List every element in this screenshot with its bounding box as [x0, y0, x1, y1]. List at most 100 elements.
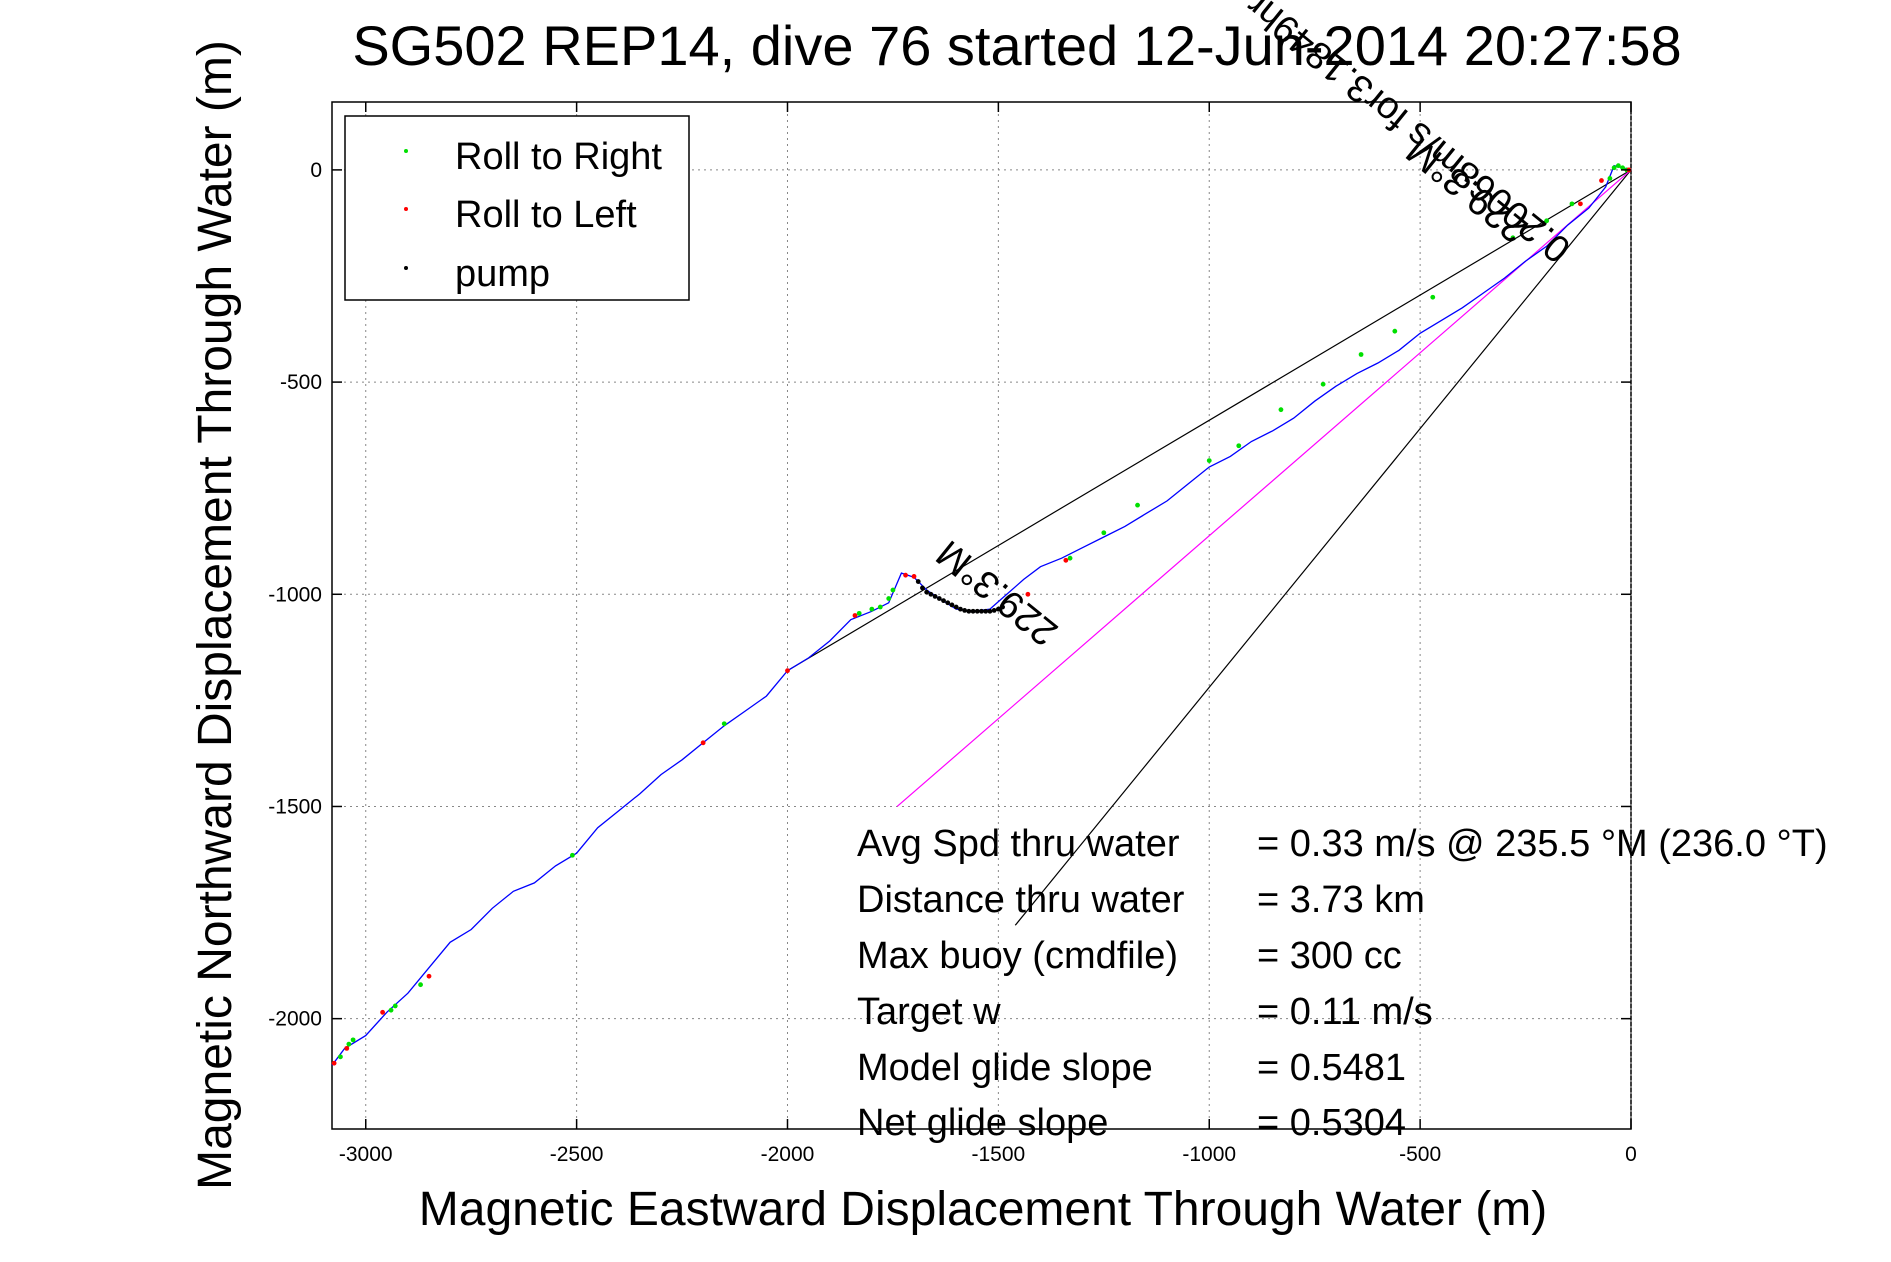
- reference-line: [787, 169, 1632, 672]
- roll-right-point: [418, 982, 423, 988]
- chart-title: SG502 REP14, dive 76 started 12-Jun-2014…: [352, 14, 1681, 77]
- pump-point: [966, 608, 972, 614]
- pump-point: [995, 606, 1001, 612]
- roll-right-point: [1607, 175, 1613, 181]
- x-axis-ticks: -3000 -2500 -2000 -1500 -1000 -500 0: [339, 102, 1637, 1166]
- legend-marker-roll-right: [404, 149, 408, 153]
- heading-line: [896, 169, 1632, 807]
- roll-right-point: [338, 1054, 343, 1060]
- x-tick-label: -2000: [761, 1143, 815, 1166]
- stat-value-model-glide: = 0.5481: [1257, 1047, 1406, 1089]
- pump-point: [974, 608, 980, 614]
- pump-point: [1000, 604, 1005, 610]
- roll-right-point: [877, 604, 883, 610]
- stat-label-net-glide: Net glide slope: [857, 1102, 1108, 1144]
- pump-point: [970, 608, 976, 614]
- roll-right-point: [1206, 458, 1212, 464]
- pump-point: [945, 600, 951, 606]
- roll-right-point: [1101, 530, 1107, 536]
- stat-value-net-glide: = 0.5304: [1257, 1102, 1406, 1144]
- roll-left-point: [903, 572, 908, 578]
- roll-right-point: [1510, 235, 1516, 241]
- roll-left-point: [852, 613, 858, 618]
- roll-right-point: [869, 606, 875, 612]
- legend-label-roll-left: Roll to Left: [455, 194, 637, 236]
- stat-label-target-w: Target w: [857, 991, 1001, 1033]
- roll-left-point: [1025, 591, 1031, 597]
- roll-left-point: [1063, 557, 1069, 563]
- stat-label-model-glide: Model glide slope: [857, 1047, 1153, 1089]
- x-tick-label: 0: [1625, 1143, 1637, 1166]
- roll-right-point: [890, 587, 896, 593]
- stat-value-avg-speed: = 0.33 m/s @ 235.5 °M (236.0 °T): [1257, 823, 1828, 865]
- pump-point: [932, 594, 938, 599]
- roll-right-point: [1278, 407, 1284, 413]
- pump-point: [979, 608, 984, 614]
- roll-right-point: [721, 721, 727, 727]
- roll-right-point: [1320, 381, 1326, 387]
- roll-right-point: [392, 1003, 398, 1009]
- reference-line: [1014, 169, 1632, 926]
- legend-marker-pump: [404, 266, 408, 270]
- pump-point: [928, 591, 934, 597]
- roll-left-point: [785, 668, 790, 674]
- roll-right-point: [1544, 218, 1550, 224]
- y-axis-label: Magnetic Northward Displacement Through …: [189, 40, 242, 1190]
- legend-label-roll-right: Roll to Right: [455, 136, 662, 178]
- x-axis-label: Magnetic Eastward Displacement Through W…: [419, 1183, 1547, 1236]
- stat-label-distance: Distance thru water: [857, 879, 1185, 921]
- legend-box: [344, 115, 690, 301]
- x-tick-label: -1500: [972, 1143, 1026, 1166]
- roll-right-point: [1620, 165, 1625, 171]
- x-tick-label: -2500: [550, 1143, 604, 1166]
- pump-point: [991, 608, 997, 613]
- stat-value-max-buoy: = 300 cc: [1257, 935, 1402, 977]
- pump-point: [958, 606, 963, 612]
- roll-right-point: [1067, 555, 1073, 561]
- y-tick-label: -2000: [268, 1008, 322, 1031]
- pump-point: [915, 579, 921, 584]
- roll-right-point: [1236, 443, 1242, 449]
- heading-line-segment: [896, 169, 1632, 807]
- roll-left-point: [1599, 178, 1604, 183]
- legend-marker-roll-left: [404, 207, 408, 211]
- roll-right-point: [1430, 294, 1436, 300]
- y-tick-label: -1500: [268, 795, 322, 818]
- stat-label-max-buoy: Max buoy (cmdfile): [857, 935, 1178, 977]
- roll-left-point: [1577, 201, 1583, 207]
- roll-right-point: [350, 1037, 356, 1043]
- legend-label-pump: pump: [455, 253, 550, 295]
- roll-right-point: [569, 852, 575, 858]
- roll-right-point: [388, 1007, 394, 1013]
- roll-left-point: [426, 973, 432, 979]
- y-tick-label: 0: [310, 159, 322, 182]
- pump-point: [941, 598, 946, 604]
- pump-point: [962, 608, 968, 613]
- roll-right-point: [1615, 163, 1621, 169]
- roll-left-point: [911, 574, 917, 579]
- y-axis-ticks: 0 -500 -1000 -1500 -2000: [268, 159, 1631, 1031]
- roll-right-point: [346, 1041, 352, 1047]
- roll-right-point: [856, 610, 862, 616]
- pump-point: [983, 608, 989, 614]
- x-tick-label: -3000: [339, 1143, 393, 1166]
- pump-point: [936, 596, 942, 601]
- roll-right-point: [1358, 352, 1364, 357]
- pump-point: [920, 585, 925, 591]
- roll-right-point: [886, 596, 892, 601]
- x-tick-label: -500: [1399, 1143, 1441, 1166]
- stat-value-target-w: = 0.11 m/s: [1257, 991, 1433, 1033]
- pump-point: [987, 608, 993, 614]
- roll-left-point: [344, 1045, 350, 1051]
- stats-block: Avg Spd thru water = 0.33 m/s @ 235.5 °M…: [857, 823, 1828, 1144]
- roll-right-point: [1569, 201, 1575, 207]
- y-tick-label: -1000: [268, 583, 322, 606]
- reference-lines: [787, 169, 1632, 926]
- y-tick-label: -500: [280, 371, 322, 394]
- roll-and-pump-markers: [331, 163, 1632, 1066]
- pump-point: [949, 602, 955, 608]
- roll-left-point: [380, 1009, 386, 1015]
- roll-right-point: [1392, 328, 1398, 334]
- stat-label-avg-speed: Avg Spd thru water: [857, 823, 1180, 865]
